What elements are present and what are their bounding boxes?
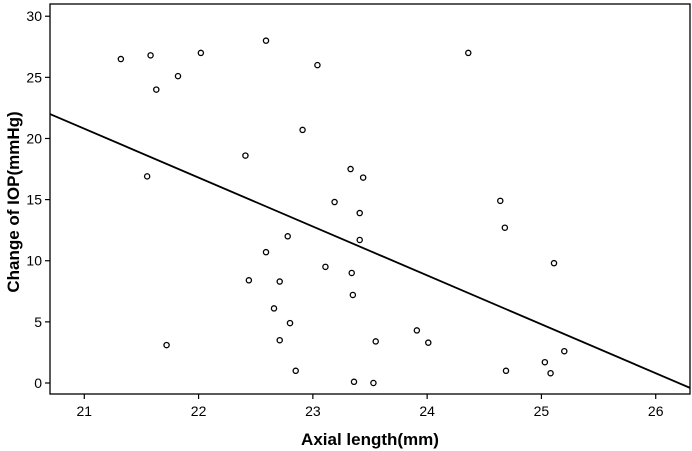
data-point — [197, 49, 205, 57]
y-tick-label: 25 — [26, 69, 42, 85]
data-point — [502, 367, 510, 375]
data-point — [550, 259, 558, 267]
data-point — [359, 174, 367, 181]
x-tick-label: 24 — [419, 403, 435, 419]
y-axis-title: Change of IOP(mmHg) — [4, 111, 23, 292]
data-point — [284, 233, 291, 240]
data-point — [299, 126, 306, 134]
data-point — [262, 248, 270, 256]
data-point — [425, 339, 432, 346]
x-axis-ticks: 21 22 23 24 25 26 — [76, 394, 664, 419]
data-point — [347, 165, 354, 173]
data-point — [270, 305, 278, 312]
y-tick-label: 0 — [34, 375, 42, 391]
y-tick-label: 15 — [26, 192, 42, 208]
x-tick-label: 26 — [648, 403, 664, 419]
data-point — [413, 327, 421, 334]
y-tick-label: 10 — [26, 253, 42, 269]
data-point — [117, 55, 125, 63]
y-tick-label: 20 — [26, 130, 42, 146]
data-point — [286, 319, 294, 327]
data-point — [547, 369, 554, 377]
data-point — [163, 341, 170, 349]
x-tick-label: 25 — [534, 403, 550, 419]
x-tick-label: 21 — [76, 403, 92, 419]
data-point — [541, 358, 549, 366]
data-point — [262, 37, 270, 44]
x-tick-label: 22 — [191, 403, 207, 419]
data-point — [143, 173, 151, 180]
x-tick-label: 23 — [305, 403, 321, 419]
data-point — [276, 278, 283, 285]
data-point — [322, 263, 329, 271]
data-point — [147, 52, 154, 59]
y-tick-label: 5 — [34, 314, 42, 330]
regression-line — [49, 113, 691, 389]
y-axis-ticks: 0 5 10 15 20 25 30 — [26, 8, 50, 391]
data-point — [314, 61, 321, 69]
plot-frame — [49, 3, 691, 395]
data-point — [242, 152, 249, 159]
data-point — [348, 269, 355, 277]
y-tick-label: 30 — [26, 8, 42, 24]
data-point — [349, 291, 357, 299]
data-point — [245, 277, 253, 284]
data-point — [497, 197, 504, 205]
data-points — [117, 37, 568, 387]
data-point — [276, 336, 283, 344]
data-point — [153, 86, 160, 93]
data-point — [356, 209, 363, 217]
data-point — [372, 338, 379, 345]
data-point — [174, 72, 182, 80]
data-point — [561, 347, 568, 355]
data-point — [350, 378, 358, 386]
data-point — [331, 198, 338, 206]
data-point — [356, 236, 363, 244]
x-axis-title: Axial length(mm) — [301, 430, 439, 449]
data-point — [370, 379, 377, 387]
data-point — [465, 49, 472, 57]
regression-line-layer — [49, 113, 691, 389]
data-point — [501, 224, 509, 231]
data-point — [292, 367, 299, 375]
